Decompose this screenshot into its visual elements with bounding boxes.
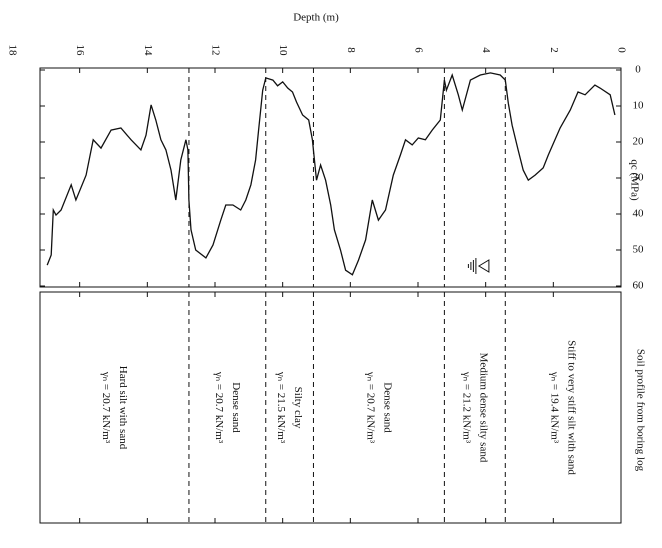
x-tick-label: 6 — [412, 47, 424, 53]
layer-unit-weight: γₙ = 20.7 kN/m³ — [213, 371, 225, 444]
panel-title: Soil profile from boring log — [634, 349, 646, 472]
x-tick-label: 10 — [277, 45, 289, 57]
x-tick-label: 4 — [480, 47, 492, 53]
layer-unit-weight: γₙ = 21.2 kN/m³ — [460, 371, 472, 444]
y-tick-label: 40 — [633, 208, 645, 220]
layer-unit-weight: γₙ = 21.5 kN/m³ — [275, 371, 287, 444]
y-tick-label: 20 — [633, 136, 645, 148]
layer-name: Dense sand — [381, 382, 393, 433]
x-tick-label: 14 — [142, 45, 154, 57]
y-tick-label: 10 — [633, 100, 645, 112]
layer-unit-weight: γₙ = 20.7 kN/m³ — [364, 371, 376, 444]
layer-name: Silty clay — [292, 387, 304, 429]
qc-line — [46, 72, 616, 276]
y-tick-label: 60 — [633, 280, 645, 292]
y-tick-label: 0 — [635, 64, 641, 76]
soil-frame — [39, 291, 622, 524]
x-tick-label: 12 — [209, 45, 221, 56]
layer-unit-weight: γₙ = 19.4 kN/m³ — [549, 371, 561, 444]
plot-frame — [39, 67, 622, 288]
layer-name: Stiff to very stiff silt with sand — [566, 340, 578, 475]
layer-name: Medium dense silty sand — [477, 353, 489, 463]
x-tick-label: 0 — [615, 47, 627, 53]
layer-name: Hard silt with sand — [117, 366, 129, 450]
y-tick-label: 30 — [633, 172, 645, 184]
x-tick-label: 18 — [6, 45, 18, 57]
y-axis-label: qc (MPa) — [628, 159, 640, 201]
layer-unit-weight: γₙ = 20.7 kN/m³ — [100, 371, 112, 444]
water-table — [477, 259, 490, 273]
x-axis-label: Depth (m) — [293, 12, 339, 24]
y-tick-label: 50 — [633, 244, 645, 256]
x-tick-label: 8 — [345, 47, 357, 53]
x-tick-label: 2 — [548, 47, 560, 53]
layer-name: Dense sand — [230, 382, 242, 433]
x-tick-label: 16 — [74, 45, 86, 57]
